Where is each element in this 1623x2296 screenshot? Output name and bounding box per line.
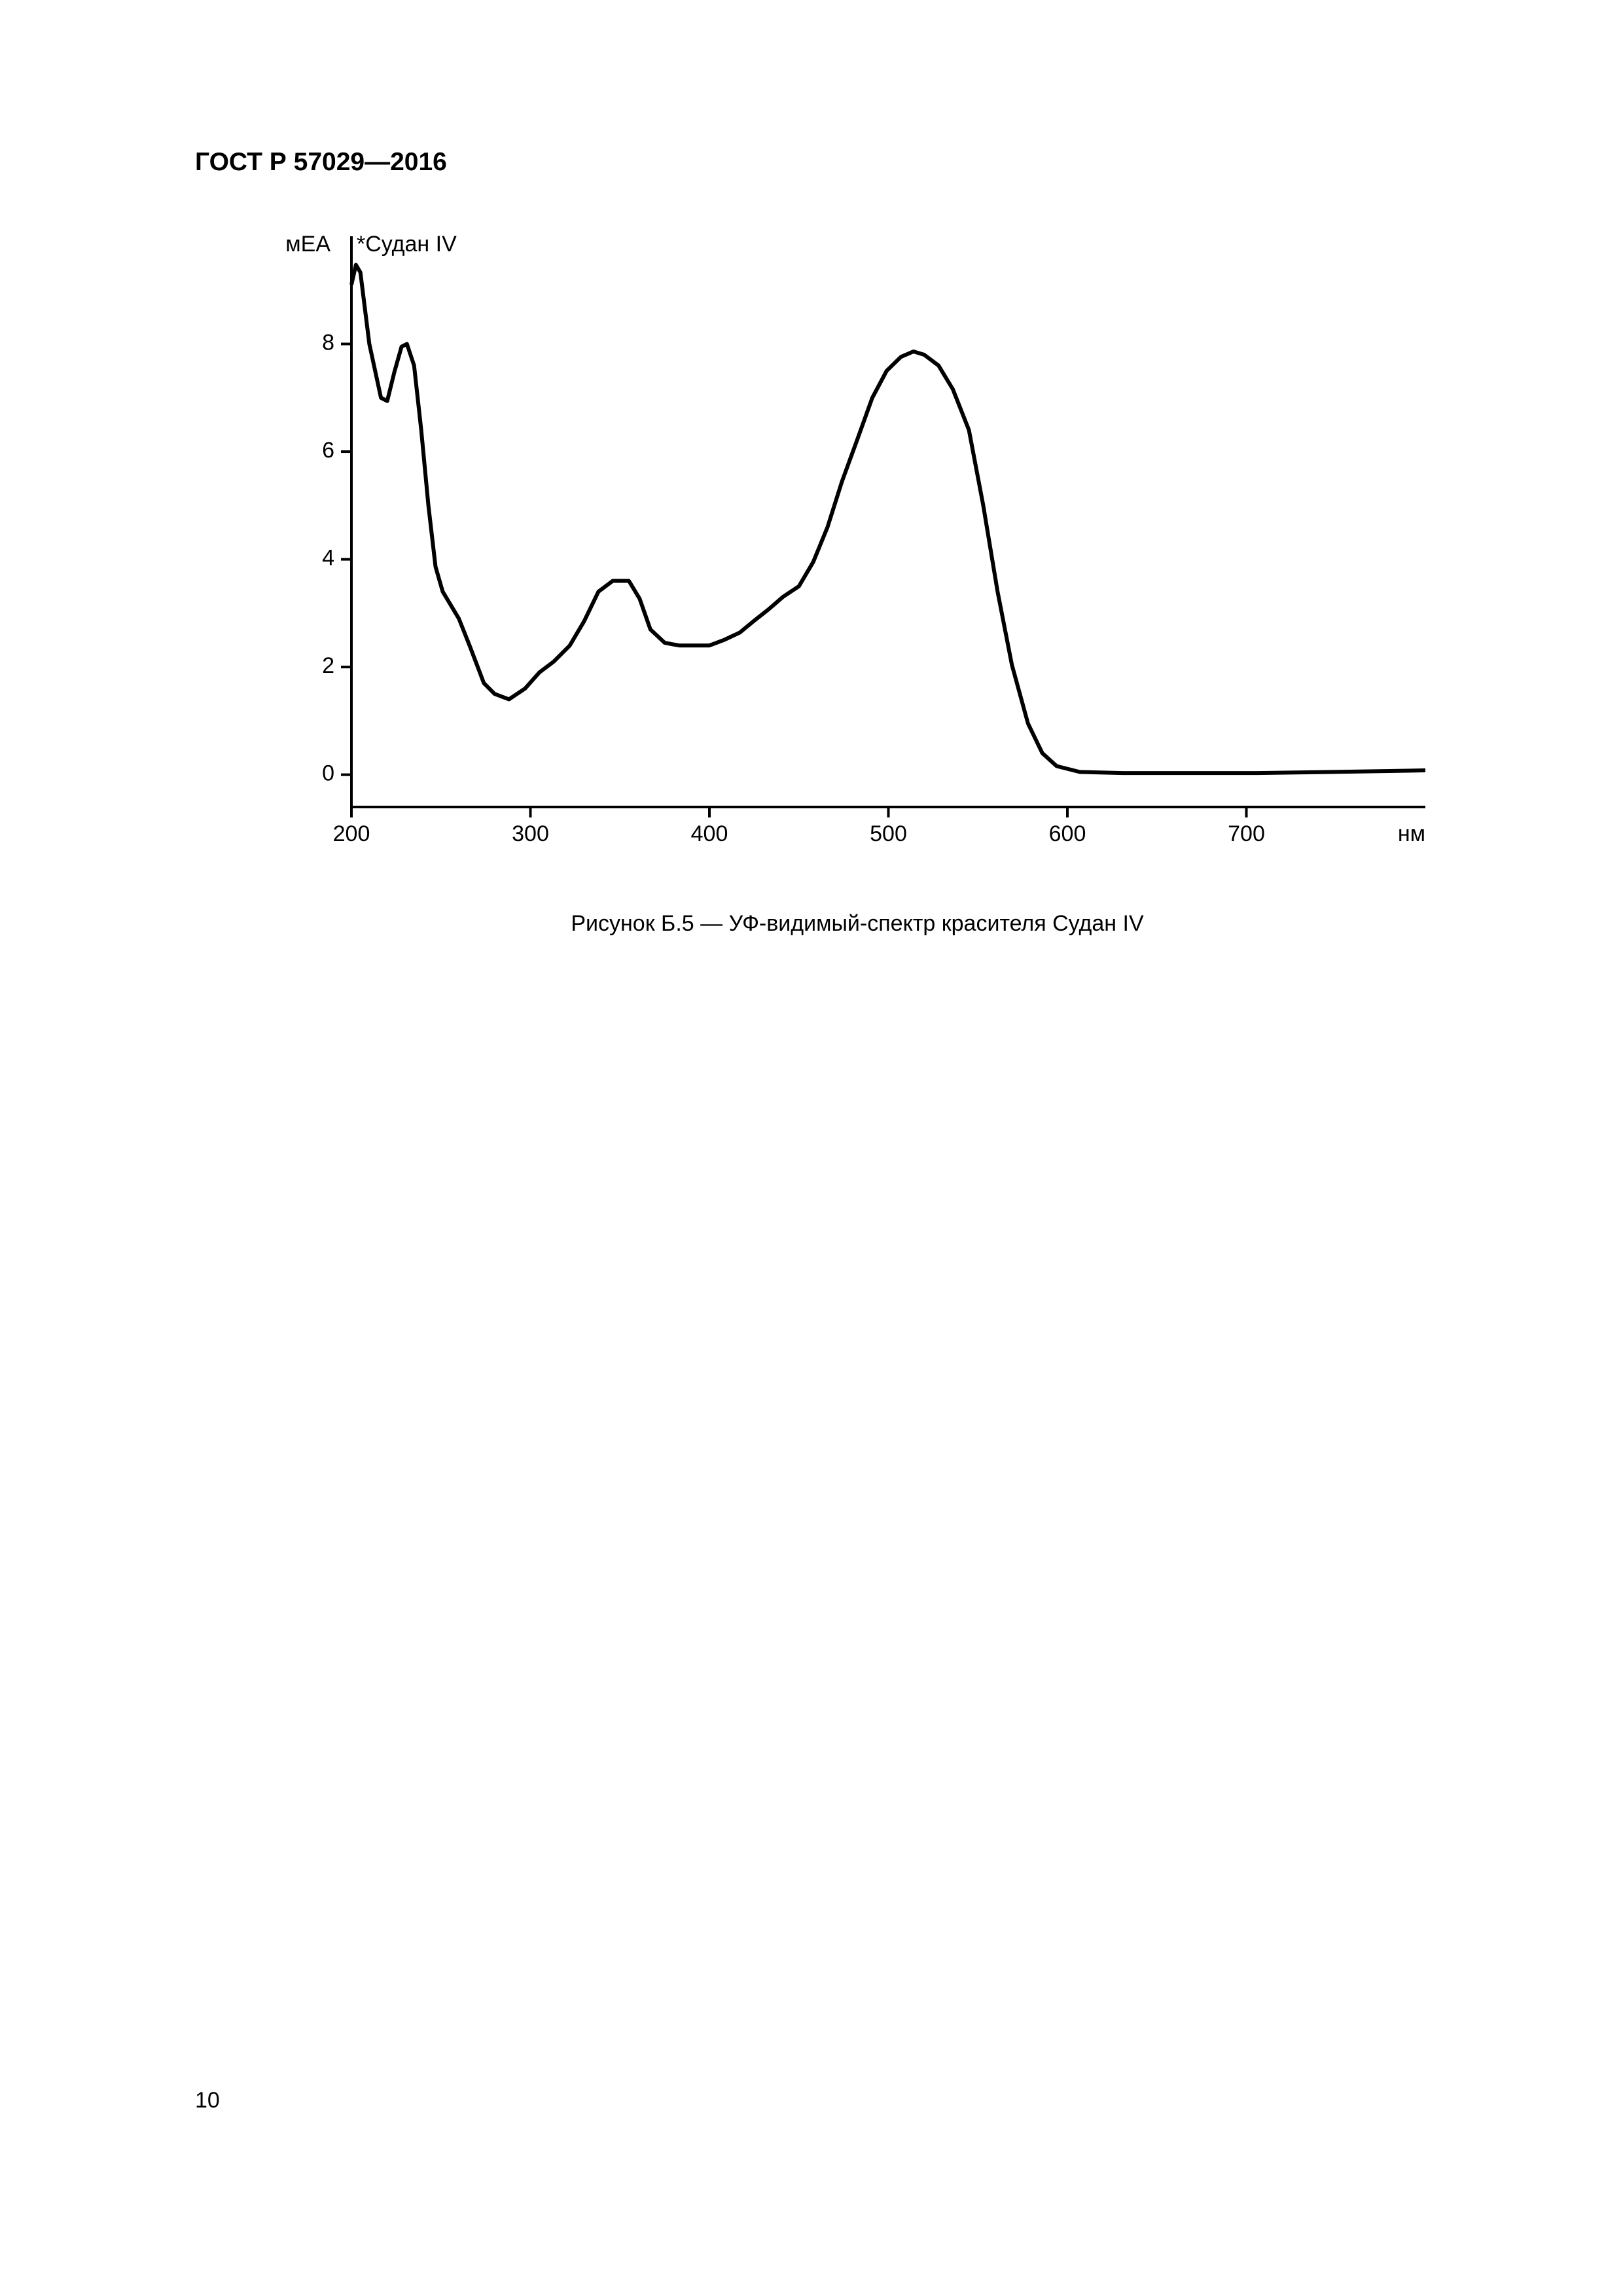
header-title: ГОСТ Р 57029—2016 (195, 148, 447, 176)
y-axis-label: мЕА (285, 232, 330, 257)
x-tick-label: 200 (333, 821, 370, 846)
spectrum-line (349, 262, 1426, 776)
y-tick-label: 2 (322, 653, 334, 678)
x-tick-label: 300 (512, 821, 549, 846)
page-number: 10 (195, 2088, 220, 2113)
chart: мЕА *Судан IV нм 0 2 4 6 8 200 300 400 500 600 700 (285, 232, 1426, 846)
x-tick-label: 400 (691, 821, 728, 846)
y-tick-label: 4 (322, 546, 334, 571)
figure-caption: Рисунок Б.5 — УФ-видимый-спектр красител… (571, 911, 1144, 936)
x-tick-label: 700 (1228, 821, 1265, 846)
y-tick-label: 8 (322, 331, 334, 355)
x-tick-label: 600 (1049, 821, 1086, 846)
y-tick-label: 6 (322, 438, 334, 463)
x-axis-label: нм (1398, 821, 1425, 846)
y-tick-label: 0 (322, 761, 334, 786)
annotation: *Судан IV (357, 232, 457, 257)
x-tick-label: 500 (870, 821, 907, 846)
